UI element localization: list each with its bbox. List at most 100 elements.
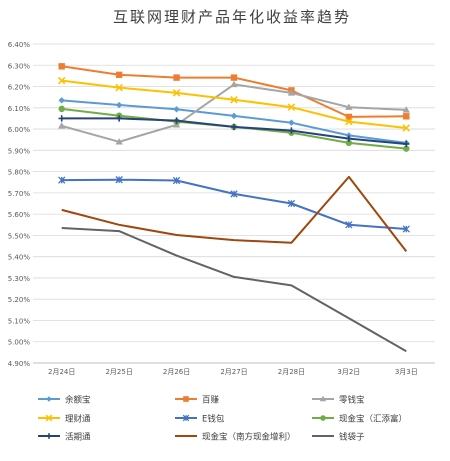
y-tick-label: 5.60% [8, 211, 31, 219]
legend-item: 百赚 [175, 395, 220, 406]
y-tick-label: 5.10% [8, 317, 31, 325]
y-tick-label: 5.40% [8, 254, 31, 262]
x-marker [345, 117, 353, 126]
legend-item: 零钱宝 [312, 395, 365, 406]
triangle-marker [58, 122, 66, 129]
x-marker [402, 124, 411, 132]
triangle-marker [230, 80, 238, 88]
square-marker [58, 63, 65, 70]
triangle-marker [115, 138, 123, 145]
y-tick-label: 5.90% [8, 147, 31, 155]
x-marker-stroke [402, 124, 411, 132]
diamond-marker [58, 97, 65, 104]
plus-marker [230, 123, 238, 131]
legend-label: 零钱宝 [339, 395, 365, 406]
series-group [58, 80, 410, 145]
triangle-marker [345, 103, 353, 110]
diamond-marker [115, 101, 123, 109]
legend-item: 活期通 [38, 432, 91, 443]
circle-marker [320, 415, 326, 421]
square-marker [173, 74, 180, 81]
triangle-marker [287, 89, 296, 96]
x-tick-label: 2月28日 [278, 368, 305, 376]
x-marker [172, 89, 181, 97]
y-tick-label: 5.00% [8, 339, 31, 347]
diamond-marker [288, 119, 295, 126]
series-group [61, 175, 408, 253]
plus-marker [288, 127, 295, 134]
circle-marker [58, 105, 65, 113]
legend-label: 理财通 [65, 414, 91, 425]
legend-label: 现金宝（汇添富） [339, 414, 407, 425]
plus-marker [345, 135, 353, 142]
series-group [61, 227, 407, 353]
x-marker [230, 95, 238, 104]
legend-item: 现金宝（南方现金增利） [175, 432, 296, 443]
legend-label: 百赚 [202, 395, 220, 406]
series-line [61, 227, 407, 353]
x-marker [115, 83, 123, 92]
plus-marker [58, 115, 65, 122]
star-marker [287, 199, 296, 208]
diamond-marker [173, 106, 180, 113]
chart-title: 互联网理财产品年化收益率趋势 [113, 8, 351, 26]
legend-item: 现金宝（汇添富） [312, 414, 407, 425]
diamond-marker [230, 112, 238, 120]
star-marker [58, 176, 66, 184]
x-marker-stroke [230, 95, 238, 104]
x-tick-label: 3月2日 [337, 368, 360, 376]
triangle-marker [402, 106, 410, 113]
plot-area: 4.90% 5.00% 5.10% 5.20% 5.30% 5.40% 5.50% 5.60%… [8, 41, 435, 376]
x-marker [287, 103, 296, 111]
x-tick-label: 2月25日 [105, 368, 132, 376]
x-marker-stroke [287, 103, 296, 111]
square-marker [345, 113, 353, 121]
x-marker-stroke [57, 76, 66, 85]
legend-label: 钱袋子 [339, 432, 365, 443]
legend-label: 活期通 [65, 432, 91, 443]
x-tick-label: 2月27日 [220, 368, 247, 376]
circle-marker [345, 139, 353, 147]
star-marker [402, 225, 410, 233]
y-tick-label: 5.70% [8, 190, 31, 198]
series-group [58, 115, 410, 148]
series-line [61, 175, 408, 253]
star-marker [345, 221, 353, 229]
star-marker [115, 176, 123, 184]
x-marker-stroke [345, 117, 353, 126]
y-tick-label: 5.80% [8, 169, 31, 177]
star-marker [230, 190, 238, 198]
y-tick-label: 6.20% [8, 84, 31, 92]
square-marker [230, 74, 238, 81]
legend-label: 余额宝 [65, 395, 91, 406]
plus-marker [173, 117, 180, 124]
y-tick-label: 6.30% [8, 62, 31, 70]
x-marker [57, 76, 66, 85]
x-marker [45, 414, 53, 422]
y-tick-label: 6.40% [8, 41, 31, 49]
x-marker-stroke [172, 89, 181, 97]
x-tick-label: 2月26日 [163, 368, 190, 376]
plus-marker [403, 140, 410, 148]
legend-item: 理财通 [38, 414, 91, 425]
series-group [58, 176, 410, 233]
x-marker-stroke [45, 414, 53, 422]
y-tick-label: 6.00% [8, 126, 31, 134]
triangle-marker [319, 395, 327, 402]
x-tick-label: 3月3日 [395, 368, 418, 376]
diamond-marker [46, 396, 52, 402]
square-marker [183, 396, 189, 402]
circle-marker [403, 145, 410, 152]
square-marker [403, 113, 410, 120]
star-marker [172, 176, 181, 185]
star-marker [182, 414, 190, 422]
series-group [57, 76, 411, 132]
y-tick-label: 5.30% [8, 275, 31, 283]
square-marker [115, 71, 123, 79]
plus-marker [115, 115, 123, 122]
legend-label: 现金宝（南方现金增利） [202, 432, 296, 443]
y-tick-label: 5.50% [8, 232, 31, 240]
legend-item: 余额宝 [38, 395, 91, 406]
